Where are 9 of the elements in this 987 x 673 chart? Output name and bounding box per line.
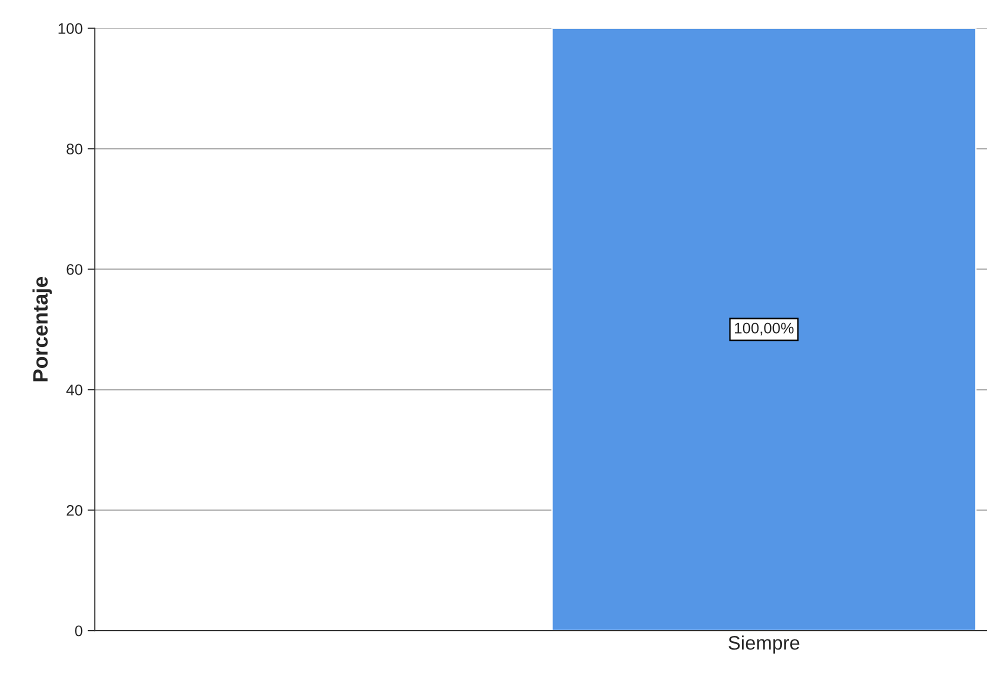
y-tick-label: 60 xyxy=(66,264,82,275)
y-tick-label: 0 xyxy=(75,625,82,636)
data-label: 100,00% xyxy=(734,322,794,336)
y-tick-label: 20 xyxy=(66,505,82,516)
y-tick-label: 100 xyxy=(58,23,82,34)
y-axis-title: Porcentaje xyxy=(32,276,52,382)
y-tick-label: 40 xyxy=(66,384,82,396)
x-tick-label: Siempre xyxy=(728,635,800,654)
y-tick-label: 80 xyxy=(66,144,82,154)
